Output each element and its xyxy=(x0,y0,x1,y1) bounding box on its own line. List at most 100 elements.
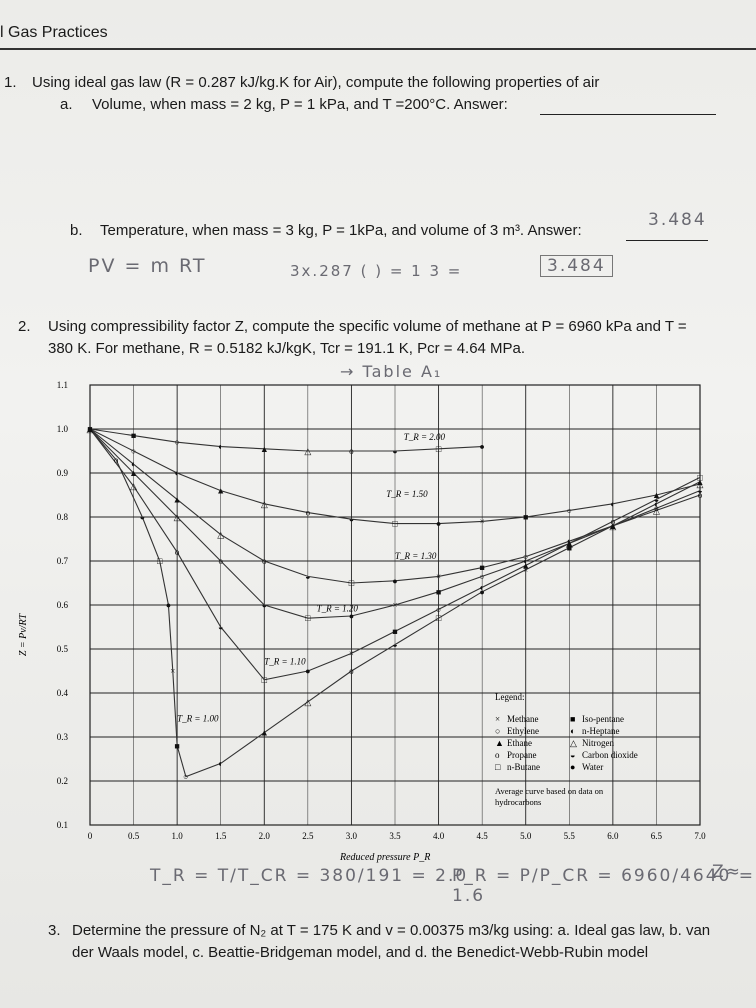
q2-line2: 380 K. For methane, R = 0.5182 kJ/kgK, T… xyxy=(48,340,526,357)
legend-label: n-Butane xyxy=(507,762,540,772)
legend-footnote: hydrocarbons xyxy=(495,797,541,807)
q1b-text: Temperature, when mass = 3 kg, P = 1kPa,… xyxy=(100,222,582,239)
x-tick-label: 6.5 xyxy=(651,831,663,841)
data-point: ◒ xyxy=(218,622,223,632)
curve-label: T_R = 1.30 xyxy=(395,551,437,561)
compressibility-chart: ×■○ ◐ ▲ △ o ◒ □ ●■○◐▲△o◒ □ ● × ■○◐▲△○◐▲△o◒□ ● ×■○◐▲△o… xyxy=(18,380,706,863)
data-point: □ xyxy=(305,613,311,623)
data-point: △ xyxy=(174,512,181,522)
q1-text: Using ideal gas law (R = 0.287 kJ/kg.K f… xyxy=(32,74,600,91)
data-point: ◒ xyxy=(262,600,267,610)
q1b-handwritten-answer: 3.484 xyxy=(648,210,707,230)
data-point: ○ xyxy=(610,521,615,531)
data-point: ▲ xyxy=(260,444,269,454)
data-point: ● xyxy=(349,611,354,621)
data-point: ◒ xyxy=(349,514,354,524)
q1-work-line2: 3x.287 ( ) = 1 3 = xyxy=(290,262,463,280)
y-tick-label: 0.6 xyxy=(57,600,69,610)
chart-tick-labels: 0 0.5 1.0 1.5 2.0 2.5 3.0 3.5 4.0 4.5 5.0 5.5 6.0 6.5… xyxy=(57,380,706,841)
data-point: □ xyxy=(262,675,268,685)
data-point: ▲ xyxy=(86,424,95,434)
q1b-answer-blank xyxy=(626,226,708,241)
legend-label: Water xyxy=(582,762,603,772)
legend-marker: × xyxy=(495,714,500,724)
legend-label: Methane xyxy=(507,714,539,724)
data-point: ◒ xyxy=(305,571,310,581)
y-tick-label: 0.8 xyxy=(57,512,69,522)
data-point: o xyxy=(654,503,659,513)
legend-label: Ethane xyxy=(507,738,532,748)
x-tick-label: 7.0 xyxy=(694,831,706,841)
chart-legend: Legend: × Methane ■ Iso-pentane ○ Ethylene ◐ n-H… xyxy=(495,692,638,807)
data-point: ● xyxy=(166,600,171,610)
chart-curves xyxy=(89,428,701,778)
series-line xyxy=(89,428,483,452)
data-point: ▲ xyxy=(696,477,705,487)
legend-footnote: Average curve based on data on xyxy=(495,786,604,796)
data-point: o xyxy=(262,556,267,566)
data-point: o xyxy=(698,490,703,500)
data-point: ● xyxy=(479,587,484,597)
legend-marker: △ xyxy=(570,738,577,748)
data-point: ◒ xyxy=(697,486,702,496)
data-point: ■ xyxy=(174,741,179,751)
curve-label: T_R = 1.10 xyxy=(264,656,306,666)
data-point: ○ xyxy=(523,552,528,562)
q2-handwritten-note: → Table A₁ xyxy=(340,362,443,381)
x-tick-label: 0.5 xyxy=(128,831,140,841)
curve-label: T_R = 1.20 xyxy=(317,604,359,614)
data-point: ■ xyxy=(479,563,484,573)
data-point: ◒ xyxy=(392,446,397,456)
data-point: □ xyxy=(436,444,442,454)
chart-curve-labels: T_R = 2.00 T_R = 1.50 T_R = 1.30 T_R = 1.20… xyxy=(177,432,445,724)
y-tick-label: 1.1 xyxy=(57,380,68,390)
data-point: o xyxy=(306,508,311,518)
data-point: ● xyxy=(436,519,441,529)
data-point: ■ xyxy=(523,512,528,522)
data-point: △ xyxy=(609,521,616,531)
data-point: ▲ xyxy=(652,490,661,500)
series-line xyxy=(89,428,701,778)
legend-marker: ■ xyxy=(570,714,575,724)
legend-marker: □ xyxy=(495,762,501,772)
data-point: ◐ xyxy=(567,536,572,546)
data-point: o xyxy=(349,446,354,456)
data-point: × xyxy=(170,666,175,676)
page-title: l Gas Practices xyxy=(0,24,108,41)
data-point: ▲ xyxy=(521,560,530,570)
data-point: □ xyxy=(349,578,355,588)
data-point: □ xyxy=(697,472,703,482)
q3-number: 3. xyxy=(48,922,61,939)
legend-marker: ▲ xyxy=(495,738,504,748)
data-point: ○ xyxy=(479,571,484,581)
pr-calculation: P_R = P/P_CR = 6960/4640 = 1.6 xyxy=(452,866,755,906)
data-point: ○ xyxy=(183,772,188,782)
x-tick-label: 3.0 xyxy=(346,831,358,841)
data-point: △ xyxy=(304,697,311,707)
data-point: ● xyxy=(392,576,397,586)
y-tick-label: 0.3 xyxy=(57,732,69,742)
y-tick-label: 0.5 xyxy=(57,644,69,654)
data-point: o xyxy=(349,666,354,676)
q1a-label: a. xyxy=(60,96,73,113)
q3-line1: Determine the pressure of N₂ at T = 175 … xyxy=(72,922,711,939)
chart-x-axis-label: Reduced pressure P_R xyxy=(339,852,430,863)
data-point: × xyxy=(349,648,354,658)
legend-marker: ◐ xyxy=(570,726,575,736)
curve-label: T_R = 2.00 xyxy=(404,432,446,442)
data-point: ○ xyxy=(87,424,92,434)
curve-label: T_R = 1.50 xyxy=(386,489,428,499)
data-point: ○ xyxy=(131,446,136,456)
data-point: ■ xyxy=(567,543,572,553)
data-point: × xyxy=(523,565,528,575)
data-point: △ xyxy=(653,505,660,515)
data-point: ◒ xyxy=(140,512,145,522)
x-tick-label: 5.0 xyxy=(520,831,532,841)
legend-label: Carbon dioxide xyxy=(582,750,638,760)
data-point: ◐ xyxy=(218,758,223,768)
q1-boxed-result: 3.484 xyxy=(540,255,613,277)
data-point: ▲ xyxy=(216,486,225,496)
legend-title: Legend: xyxy=(495,692,525,702)
data-point: △ xyxy=(566,538,573,548)
